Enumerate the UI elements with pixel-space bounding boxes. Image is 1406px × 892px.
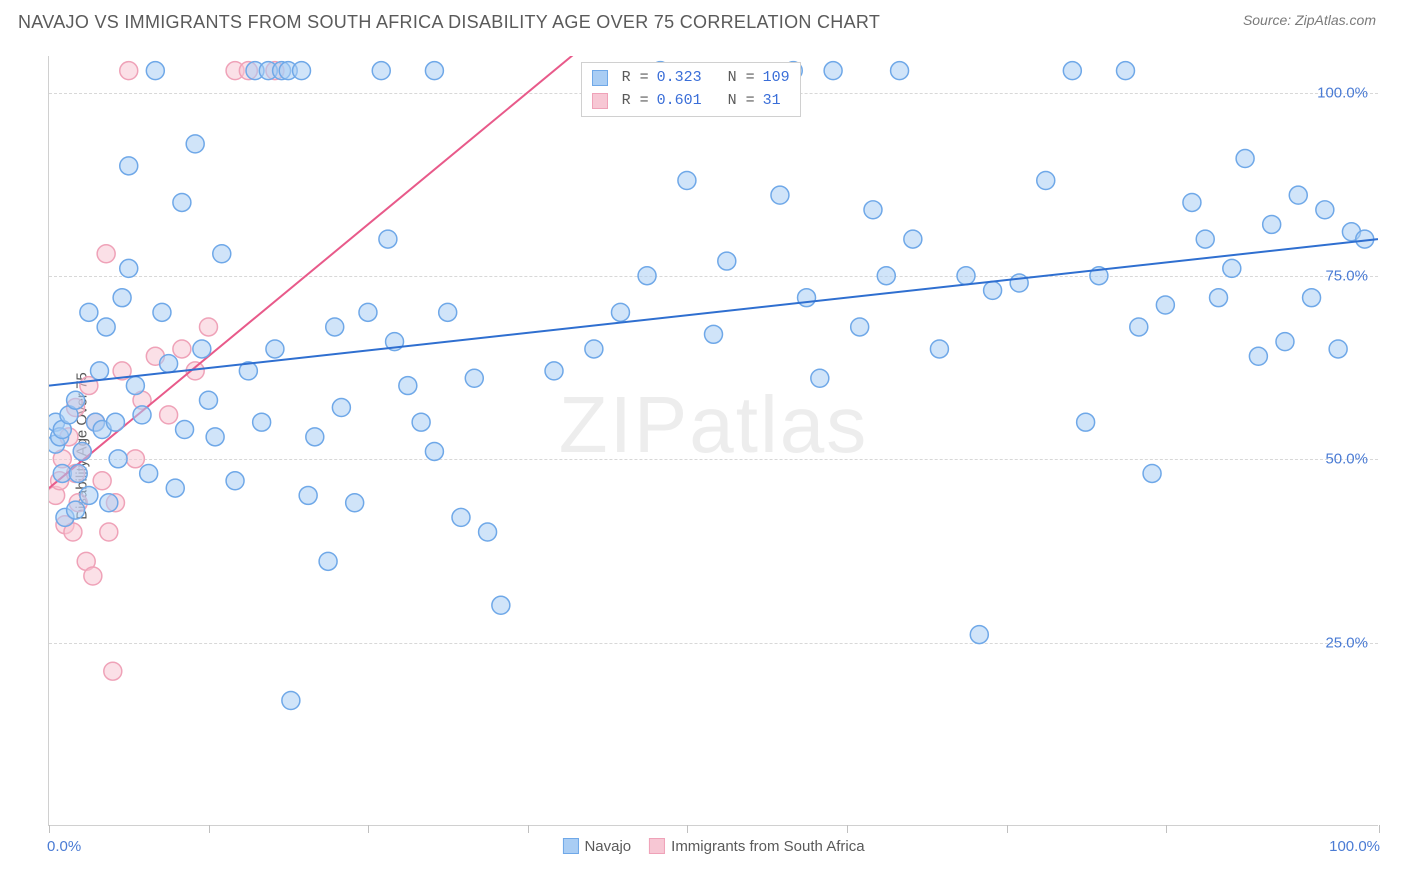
x-tick <box>1379 825 1380 833</box>
legend-item-navajo: Navajo <box>562 838 631 855</box>
scatter-svg <box>49 56 1378 825</box>
source-attribution: Source: ZipAtlas.com <box>1243 12 1376 28</box>
x-tick <box>528 825 529 833</box>
x-tick <box>1166 825 1167 833</box>
series-legend: Navajo Immigrants from South Africa <box>562 838 864 855</box>
correlation-legend: R = 0.323 N = 109R = 0.601 N = 31 <box>581 62 801 117</box>
plot-area: ZIPatlas R = 0.323 N = 109R = 0.601 N = … <box>48 56 1378 826</box>
legend-row: R = 0.323 N = 109 <box>592 67 790 90</box>
legend-label-immigrants: Immigrants from South Africa <box>671 838 864 855</box>
x-tick <box>209 825 210 833</box>
x-tick <box>1007 825 1008 833</box>
x-tick <box>847 825 848 833</box>
chart-title: NAVAJO VS IMMIGRANTS FROM SOUTH AFRICA D… <box>18 12 880 33</box>
x-tick <box>368 825 369 833</box>
legend-label-navajo: Navajo <box>584 838 631 855</box>
swatch-immigrants <box>649 838 665 854</box>
x-tick-label: 100.0% <box>1329 838 1380 855</box>
x-tick-label: 0.0% <box>47 838 81 855</box>
swatch-navajo <box>562 838 578 854</box>
x-tick <box>49 825 50 833</box>
x-tick <box>687 825 688 833</box>
legend-row: R = 0.601 N = 31 <box>592 90 790 113</box>
legend-item-immigrants: Immigrants from South Africa <box>649 838 864 855</box>
